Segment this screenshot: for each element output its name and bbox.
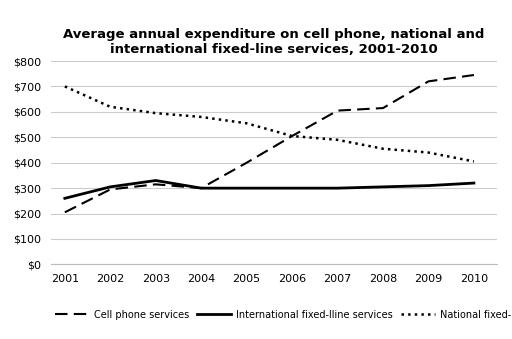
National fixed-line services: [471, 159, 477, 163]
Cell phone services: [471, 73, 477, 77]
Cell phone services: [244, 161, 250, 165]
Cell phone services: [62, 210, 68, 214]
Cell phone services: [289, 134, 295, 138]
Cell phone services: [425, 79, 432, 83]
National fixed-line services: [107, 105, 113, 109]
National fixed-line services: [425, 151, 432, 155]
National fixed-line services: [198, 115, 204, 119]
Cell phone services: [153, 182, 159, 186]
Cell phone services: [380, 106, 386, 110]
International fixed-lline services: [153, 179, 159, 183]
International fixed-lline services: [62, 196, 68, 200]
Cell phone services: [107, 187, 113, 192]
International fixed-lline services: [289, 186, 295, 190]
International fixed-lline services: [107, 185, 113, 189]
National fixed-line services: [153, 111, 159, 115]
Line: National fixed-line services: National fixed-line services: [65, 86, 474, 161]
National fixed-line services: [244, 121, 250, 125]
Legend: Cell phone services, International fixed-lline services, National fixed-line ser: Cell phone services, International fixed…: [52, 306, 512, 324]
National fixed-line services: [289, 134, 295, 138]
Title: Average annual expenditure on cell phone, national and
international fixed-line : Average annual expenditure on cell phone…: [63, 28, 484, 56]
International fixed-lline services: [244, 186, 250, 190]
International fixed-lline services: [334, 186, 340, 190]
Cell phone services: [198, 186, 204, 190]
International fixed-lline services: [198, 186, 204, 190]
Line: Cell phone services: Cell phone services: [65, 75, 474, 212]
National fixed-line services: [380, 147, 386, 151]
National fixed-line services: [62, 84, 68, 88]
Cell phone services: [334, 108, 340, 113]
Line: International fixed-lline services: International fixed-lline services: [65, 181, 474, 198]
International fixed-lline services: [471, 181, 477, 185]
International fixed-lline services: [425, 184, 432, 188]
National fixed-line services: [334, 138, 340, 142]
International fixed-lline services: [380, 185, 386, 189]
